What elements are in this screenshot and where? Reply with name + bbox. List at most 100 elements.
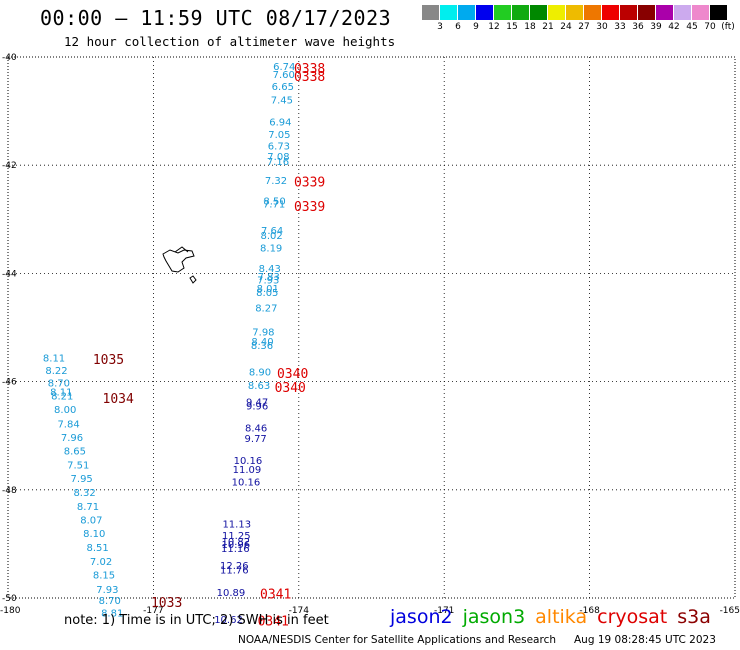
color-swatch	[710, 5, 727, 20]
swh-value: 9.47	[246, 398, 268, 409]
color-scale-label: 6	[455, 22, 461, 32]
swh-value: 7.95	[71, 474, 93, 485]
lon-tick-label: -168	[579, 606, 600, 616]
swh-value: 7.71	[263, 200, 285, 211]
color-scale-label: 24	[560, 22, 572, 32]
time-label: 0341	[258, 615, 289, 630]
swh-value: 7.96	[61, 433, 83, 444]
time-label: 1034	[103, 392, 134, 407]
color-scale-label: 45	[686, 22, 698, 32]
footer-org: NOAA/NESDIS Center for Satellite Applica…	[238, 634, 556, 646]
legend-jason2: jason2	[390, 606, 453, 628]
color-swatch	[620, 5, 637, 20]
color-swatch	[656, 5, 673, 20]
swh-value: 8.21	[51, 392, 73, 403]
color-swatch	[458, 5, 475, 20]
time-label: 0340	[277, 367, 308, 382]
lat-tick-label: -42	[2, 161, 17, 171]
footer-timestamp: Aug 19 08:28:45 UTC 2023	[574, 634, 716, 646]
lat-tick-label: -50	[2, 594, 17, 604]
color-scale-label: (ft)	[721, 22, 735, 32]
legend-jason3: jason3	[462, 606, 526, 628]
swh-value: 11.76	[220, 565, 249, 576]
swh-value: 6.94	[269, 117, 291, 128]
legend-altika: altika	[535, 606, 588, 628]
time-label: 0338	[294, 70, 325, 85]
color-swatch	[440, 5, 457, 20]
time-label: 0339	[294, 175, 325, 190]
swh-value: 8.27	[255, 303, 277, 314]
swh-value: 8.65	[64, 446, 86, 457]
swh-value: 8.05	[256, 288, 278, 299]
time-label: 0339	[294, 200, 325, 215]
time-label: 1035	[93, 353, 124, 368]
swh-value: 8.11	[50, 387, 72, 398]
swh-value: 8.81	[101, 609, 123, 620]
color-swatch	[584, 5, 601, 20]
swh-value: 8.19	[260, 243, 282, 254]
footer: NOAA/NESDIS Center for Satellite Applica…	[238, 634, 734, 646]
color-swatch	[476, 5, 493, 20]
lon-tick-label: -171	[434, 606, 454, 616]
swh-value: 7.02	[90, 557, 112, 568]
swh-value: 10.16	[234, 456, 263, 467]
color-scale-label: 18	[524, 22, 536, 32]
swh-value: 8.36	[251, 341, 273, 352]
lon-tick-label: -165	[720, 606, 740, 616]
color-scale-label: 3	[437, 22, 443, 32]
color-scale-label: 12	[488, 22, 500, 32]
time-label: 0340	[275, 381, 306, 396]
chatham-islands-coastline	[162, 246, 197, 284]
page-subtitle: 12 hour collection of altimeter wave hei…	[64, 34, 396, 49]
color-swatch	[548, 5, 565, 20]
swh-value: 8.70	[48, 379, 70, 390]
swh-value: 6.74	[273, 62, 295, 73]
color-scale-label: 30	[596, 22, 608, 32]
swh-value: 12.26	[220, 561, 249, 572]
swh-value: 8.10	[83, 529, 105, 540]
time-label: 0338	[294, 62, 325, 77]
color-scale-label: 36	[632, 22, 644, 32]
swh-value: 7.51	[67, 460, 89, 471]
swh-value: 7.45	[271, 96, 293, 107]
swh-value: 8.22	[45, 366, 67, 377]
swh-value: 8.63	[248, 381, 270, 392]
swh-value: 8.02	[261, 231, 283, 242]
legend-cryosat: cryosat	[597, 606, 668, 628]
swh-value: 10.89	[217, 588, 246, 599]
color-scale-label: 70	[704, 22, 716, 32]
swh-value: 8.50	[263, 196, 285, 207]
swh-value: 8.40	[251, 337, 273, 348]
color-scale-label: 39	[650, 22, 662, 32]
color-swatch	[422, 5, 439, 20]
swh-value: 7.05	[268, 130, 290, 141]
color-scale-label: 42	[668, 22, 680, 32]
swh-value: 7.60	[273, 70, 295, 81]
lon-tick-label: -174	[289, 606, 310, 616]
swh-value: 6.73	[268, 142, 290, 153]
swh-value: 11.25	[222, 531, 251, 542]
swh-value: 8.46	[245, 424, 267, 435]
swh-value: 6.65	[272, 82, 294, 93]
color-swatch	[692, 5, 709, 20]
color-swatch	[674, 5, 691, 20]
swh-value: 8.01	[257, 284, 279, 295]
swh-value: 9.96	[246, 401, 268, 412]
color-swatch	[512, 5, 529, 20]
swh-value: 8.11	[43, 353, 65, 364]
swh-value: 8.71	[77, 502, 99, 513]
page-title: 00:00 — 11:59 UTC 08/17/2023	[40, 6, 392, 30]
swh-value: 10.62	[214, 615, 243, 626]
lon-tick-label: -180	[0, 606, 21, 616]
swh-value: 7.84	[57, 419, 79, 430]
color-scale-label: 9	[473, 22, 479, 32]
swh-value: 7.98	[252, 327, 274, 338]
lat-tick-label: -40	[2, 53, 17, 63]
color-scale-label: 33	[614, 22, 626, 32]
color-swatch	[602, 5, 619, 20]
swh-value: 7.93	[96, 585, 118, 596]
swh-value: 8.90	[249, 367, 271, 378]
swh-value: 11.09	[233, 465, 262, 476]
swh-value: 7.32	[265, 176, 287, 187]
